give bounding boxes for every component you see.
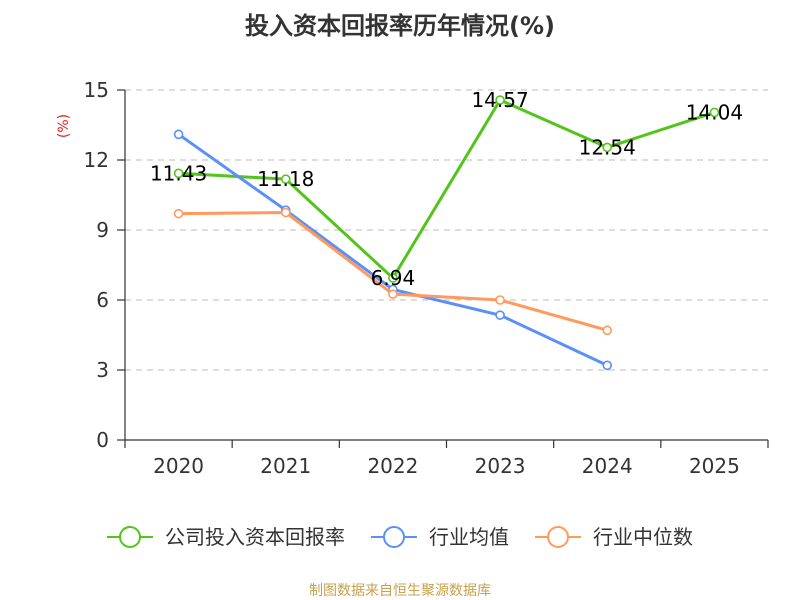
legend-marker <box>119 526 142 548</box>
x-tick-label-2023: 2023 <box>475 454 526 478</box>
series-line-0 <box>177 98 716 280</box>
y-tick-label: 15 <box>84 78 109 102</box>
data-label: 14.57 <box>471 88 528 112</box>
data-point <box>602 325 613 336</box>
data-point <box>388 289 398 299</box>
series-2 <box>173 207 613 336</box>
data-point <box>280 174 291 184</box>
legend-item-0[interactable]: 公司投入资本回报率 <box>107 525 345 549</box>
legend-label: 行业均值 <box>429 525 509 549</box>
x-tick-label-2025: 2025 <box>689 454 740 478</box>
data-point <box>388 273 398 283</box>
series-line-1 <box>177 132 609 367</box>
x-tick-label-2022: 2022 <box>367 454 418 478</box>
data-point <box>602 360 613 371</box>
series-0 <box>173 95 720 283</box>
y-tick-label: 0 <box>96 428 109 452</box>
data-point <box>173 168 184 179</box>
legend-item-1[interactable]: 行业均值 <box>371 525 509 549</box>
data-point <box>280 207 291 218</box>
y-axis-label: (%) <box>56 114 72 138</box>
data-label: 14.04 <box>686 100 743 124</box>
grid <box>125 89 768 371</box>
axes: 0 3 6 9 12 15 2020 2021 2022 2023 2024 2025 <box>84 78 769 478</box>
data-label: 6.94 <box>371 266 416 290</box>
x-tick-label-2024: 2024 <box>582 454 633 478</box>
source-note: 制图数据来自恒生聚源数据库 <box>309 583 491 599</box>
data-label: 11.18 <box>257 167 314 191</box>
data-point <box>495 95 505 105</box>
data-point <box>495 310 505 320</box>
data-point <box>602 142 613 153</box>
x-tick-label-2020: 2020 <box>153 454 204 478</box>
data-labels: 11.43 11.18 6.94 14.57 12.54 14.04 <box>150 88 743 290</box>
data-label: 12.54 <box>579 135 636 159</box>
y-tick-label: 6 <box>96 288 109 312</box>
y-tick-label: 3 <box>96 358 109 382</box>
y-tick-label: 9 <box>96 218 109 242</box>
data-point <box>709 107 720 118</box>
legend-marker <box>546 526 569 548</box>
data-point <box>495 295 505 305</box>
data-label: 11.43 <box>150 161 207 185</box>
series-lines <box>173 95 720 371</box>
legend-marker <box>383 526 405 548</box>
chart-title: 投入资本回报率历年情况(%) <box>245 12 555 40</box>
legend[interactable]: 公司投入资本回报率 行业均值 行业中位数 <box>107 525 693 549</box>
legend-item-2[interactable]: 行业中位数 <box>534 525 693 549</box>
data-point <box>173 129 184 140</box>
y-tick-label: 12 <box>84 148 109 172</box>
series-1 <box>173 129 613 371</box>
data-point <box>173 208 184 219</box>
legend-label: 公司投入资本回报率 <box>165 525 345 549</box>
x-tick-label-2021: 2021 <box>260 454 311 478</box>
legend-label: 行业中位数 <box>593 525 693 549</box>
